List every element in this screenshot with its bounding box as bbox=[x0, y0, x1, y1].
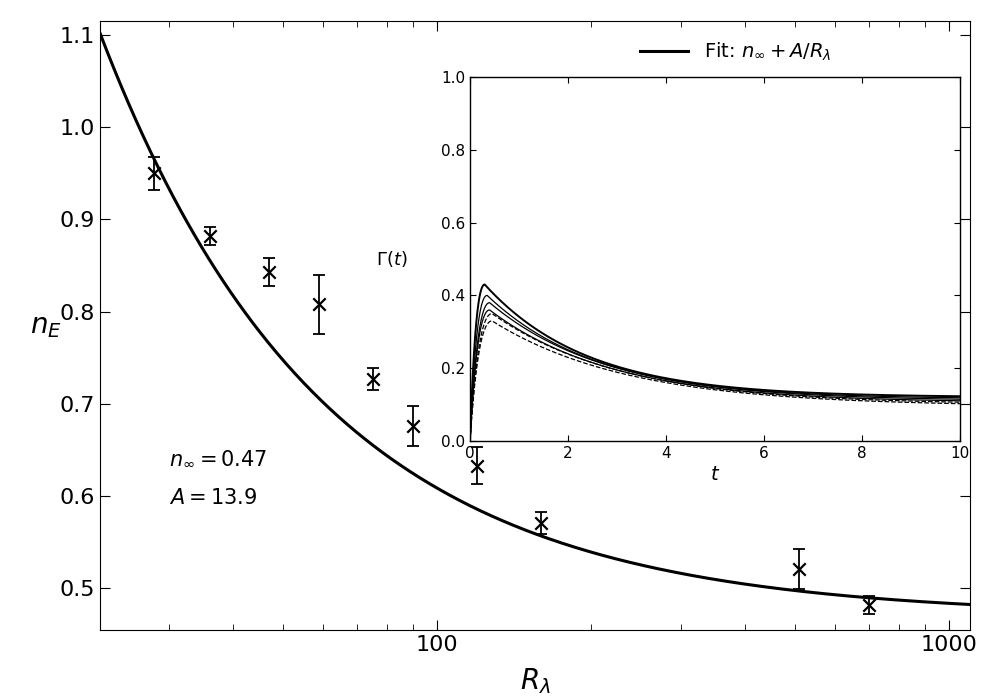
Point bbox=[791, 564, 807, 575]
Text: $n_{\infty} = 0.47$: $n_{\infty} = 0.47$ bbox=[169, 448, 267, 468]
Point bbox=[311, 299, 327, 310]
Point bbox=[146, 168, 162, 179]
Text: $A =  13.9$: $A = 13.9$ bbox=[169, 488, 257, 508]
Point bbox=[469, 460, 485, 471]
X-axis label: $R_{\lambda}$: $R_{\lambda}$ bbox=[520, 666, 550, 696]
X-axis label: $t$: $t$ bbox=[710, 465, 720, 484]
Point bbox=[365, 373, 381, 384]
Y-axis label: $\Gamma(t)$: $\Gamma(t)$ bbox=[376, 249, 408, 269]
Y-axis label: $n_E$: $n_E$ bbox=[30, 312, 62, 340]
Point bbox=[261, 267, 277, 278]
Point bbox=[405, 421, 421, 432]
Point bbox=[861, 599, 877, 610]
Point bbox=[202, 230, 218, 241]
Point bbox=[533, 517, 549, 528]
Legend: Fit: $n_{\infty} + A/R_{\lambda}$, Present DNS data, helical: Fit: $n_{\infty} + A/R_{\lambda}$, Prese… bbox=[630, 31, 960, 107]
